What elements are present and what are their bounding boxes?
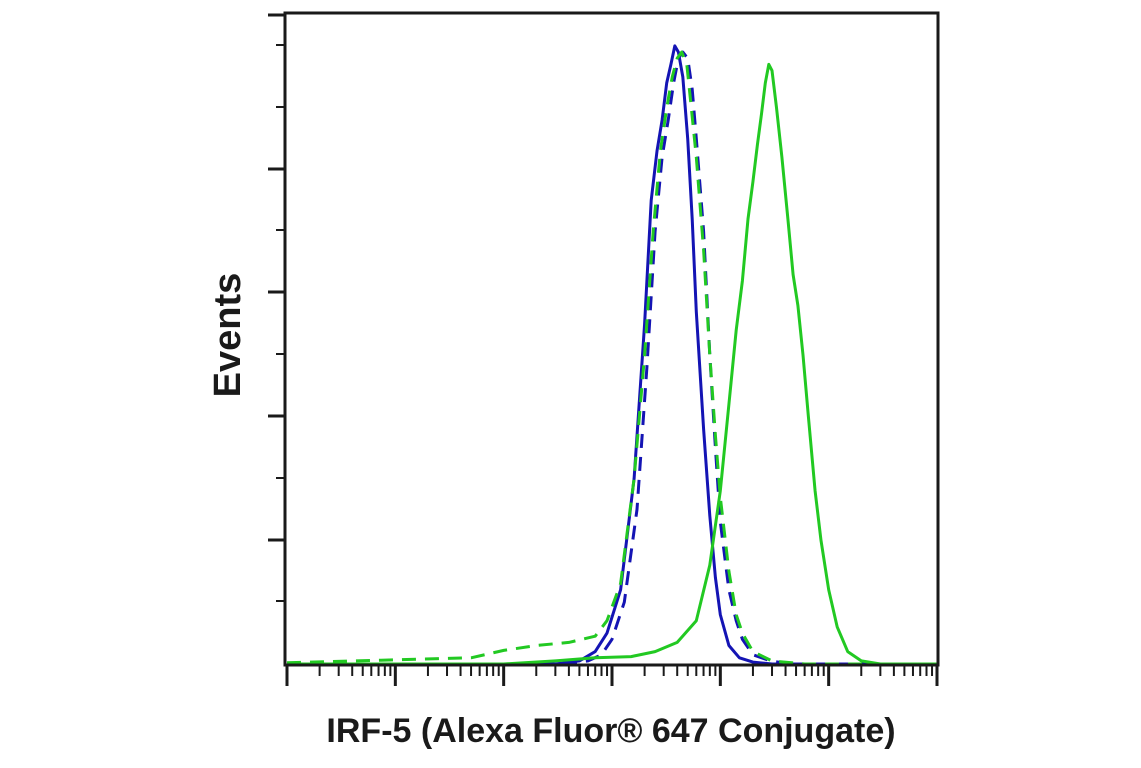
x-axis-ticks <box>285 665 939 686</box>
histogram-series-1-solid <box>287 44 937 666</box>
histogram-curves <box>286 44 937 666</box>
y-axis-ticks <box>268 13 286 602</box>
y-axis-title: Events <box>207 273 249 398</box>
histogram-series-3-dashed <box>286 50 937 666</box>
plot-frame <box>283 11 940 667</box>
histogram-series-4-solid <box>287 62 937 666</box>
histogram-series-2-dashed <box>287 50 937 666</box>
x-axis-title: IRF-5 (Alexa Fluor® 647 Conjugate) <box>326 712 895 750</box>
